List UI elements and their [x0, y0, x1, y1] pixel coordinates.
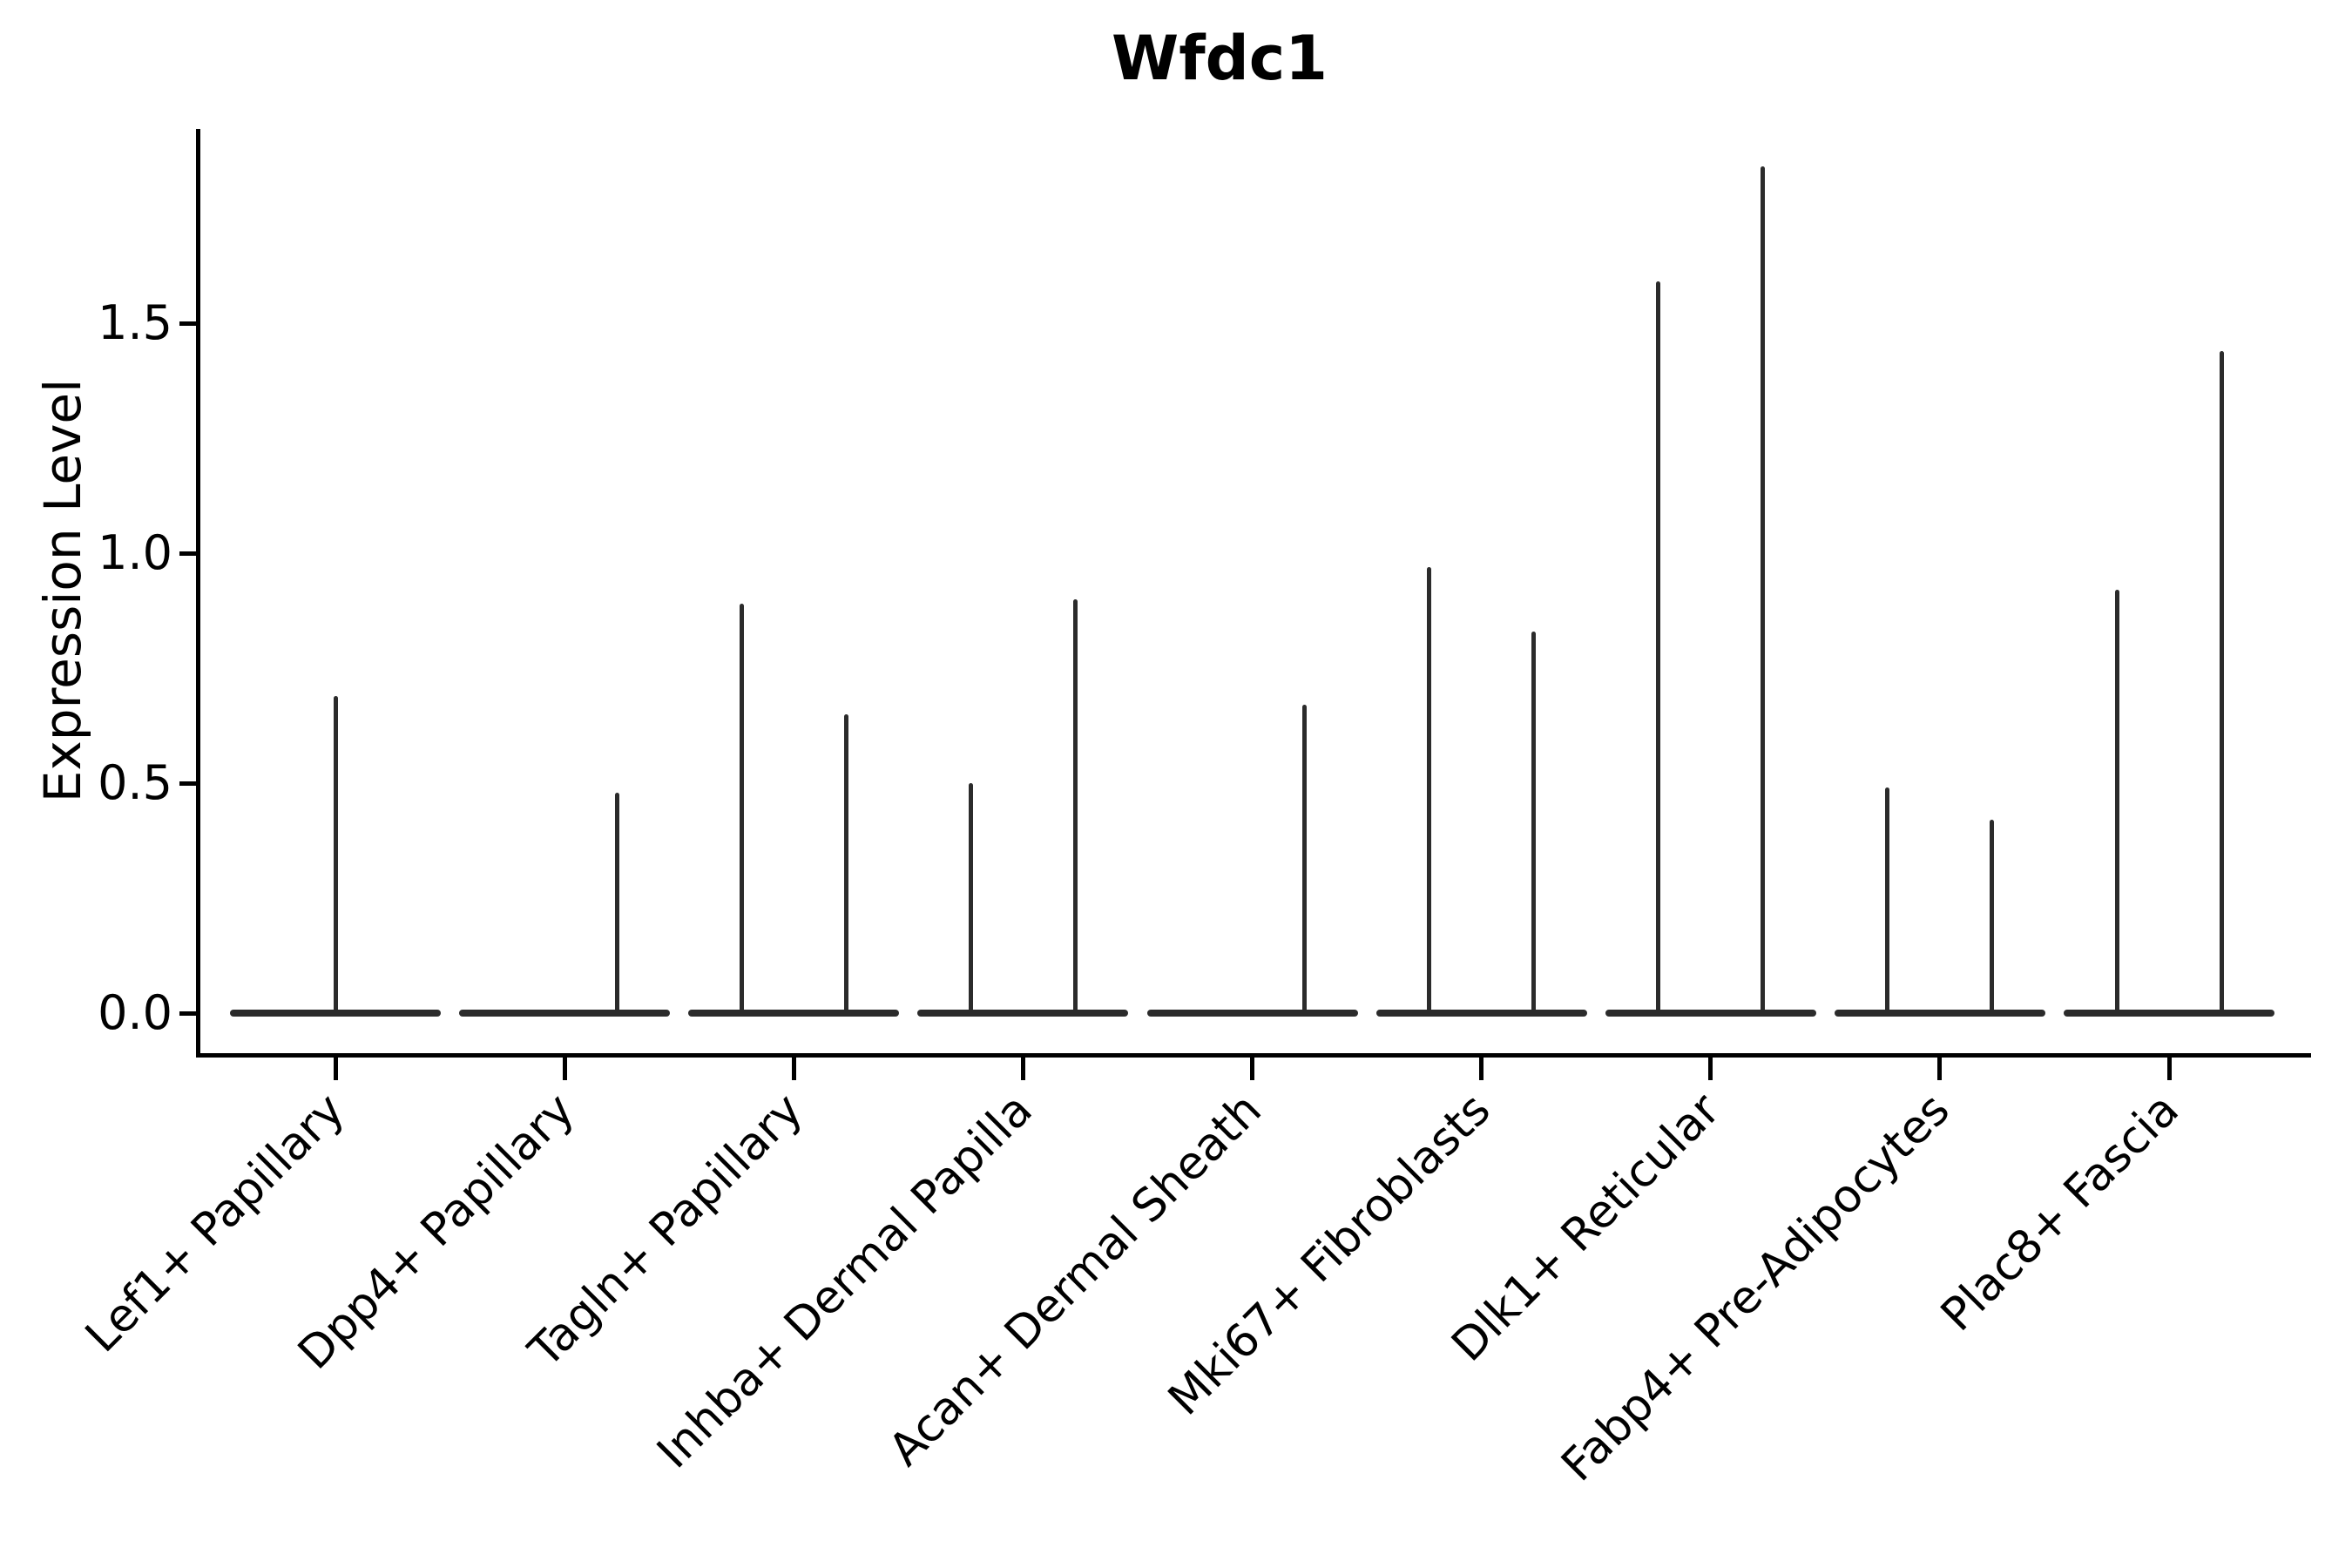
violin-spike — [2219, 350, 2224, 1017]
violin-spike — [1302, 705, 1307, 1017]
violin-body — [688, 1010, 900, 1017]
x-tick-mark — [1708, 1058, 1713, 1080]
violin-spike — [333, 695, 338, 1017]
violin-spike — [2114, 590, 2119, 1017]
x-tick-label: Fabp4+ Pre-Adipocytes — [1551, 1084, 1960, 1492]
chart-title: Wfdc1 — [1112, 23, 1328, 94]
y-tick-mark — [179, 321, 199, 326]
x-tick-label: Acan+ Dermal Sheath — [879, 1084, 1272, 1477]
violin-spike — [1531, 631, 1537, 1017]
violin-spike — [1761, 166, 1766, 1017]
violin-spike — [843, 713, 848, 1017]
x-tick-mark — [562, 1058, 567, 1080]
violin-spike — [614, 792, 619, 1017]
y-tick-mark — [179, 1010, 199, 1016]
violin-body — [1834, 1010, 2045, 1017]
y-tick-mark — [179, 551, 199, 556]
violin-spike — [739, 604, 744, 1017]
x-tick-mark — [1937, 1058, 1943, 1080]
violin-body — [1375, 1010, 1587, 1017]
y-tick-label: 0.0 — [98, 985, 172, 1040]
y-axis-spine — [196, 129, 200, 1058]
y-tick-label: 1.0 — [98, 525, 172, 580]
x-tick-mark — [791, 1058, 796, 1080]
violin-body — [2064, 1010, 2274, 1017]
violin-body — [1146, 1010, 1358, 1017]
y-tick-label: 0.5 — [98, 755, 172, 810]
violin-body — [1605, 1010, 1816, 1017]
violin-spike — [1990, 820, 1995, 1017]
violin-spike — [1427, 566, 1432, 1017]
violin-spike — [968, 783, 973, 1017]
y-axis-label: Expression Level — [33, 378, 92, 803]
x-tick-label: Inhba+ Dermal Papilla — [647, 1084, 1043, 1479]
x-axis-spine — [196, 1053, 2311, 1058]
x-tick-mark — [333, 1058, 338, 1080]
y-tick-label: 1.5 — [98, 295, 172, 350]
violin-spike — [1656, 281, 1661, 1017]
violin-spike — [1885, 787, 1890, 1017]
violin-body — [917, 1010, 1129, 1017]
x-tick-label: Plac8+ Fascia — [1930, 1084, 2189, 1342]
x-tick-mark — [1020, 1058, 1025, 1080]
violin-spike — [1072, 598, 1078, 1017]
x-tick-mark — [2166, 1058, 2172, 1080]
x-tick-mark — [1250, 1058, 1254, 1080]
violin-body — [459, 1010, 671, 1017]
y-tick-mark — [179, 781, 199, 786]
x-tick-mark — [1479, 1058, 1484, 1080]
